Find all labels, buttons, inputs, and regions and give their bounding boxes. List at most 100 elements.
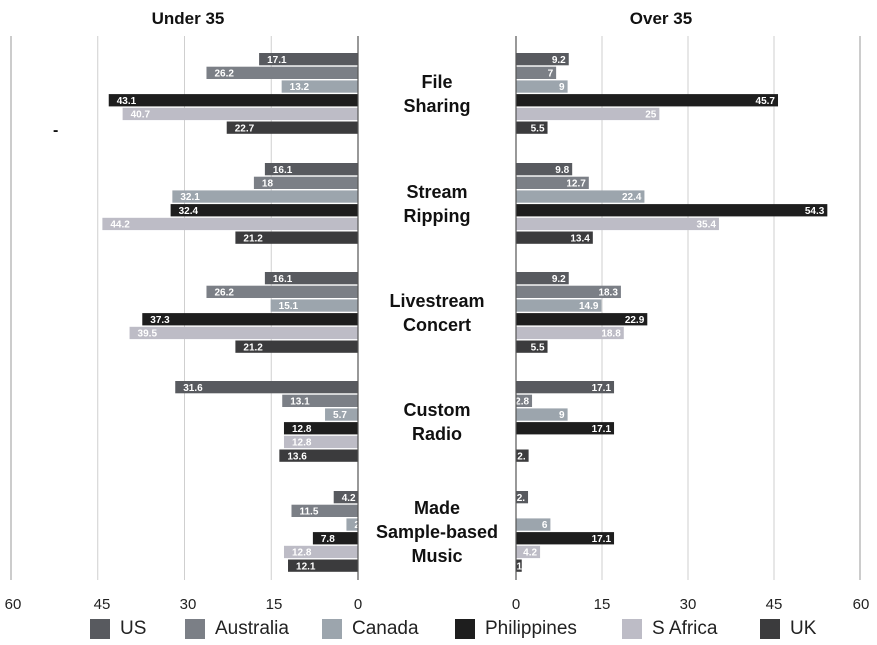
bar-label-under35: 13.2: [290, 82, 310, 93]
bar-under35: [206, 66, 358, 79]
bar-label-over35: 6: [542, 520, 548, 531]
bar-under35: [170, 204, 358, 217]
category-labels: File Sharing Stream Ripping Livestream Concer…: [376, 72, 498, 566]
bar-label-over35: 17.1: [592, 383, 612, 394]
tick-label-over35: 60: [853, 596, 870, 612]
bar-label-under35: 12.8: [292, 438, 312, 449]
bar-under35: [346, 518, 358, 531]
stray-mark: -: [53, 122, 59, 139]
bar-label-under35: 32.1: [180, 192, 200, 203]
panel-title-right: Over 35: [630, 9, 692, 28]
bar-label-under35: 11.5: [299, 507, 318, 518]
legend-item: Canada: [322, 618, 419, 640]
bar-under35: [175, 381, 358, 394]
legend-swatch: [322, 619, 342, 639]
bar-over35: [516, 94, 779, 107]
legend-item: Australia: [185, 618, 289, 640]
legend: US Australia Canada Philippines S Africa UK: [0, 618, 877, 644]
bar-label-under35: 31.6: [183, 383, 203, 394]
bar-over35: [516, 491, 529, 504]
bar-label-under35: 16.1: [273, 165, 293, 176]
bar-label-over35: 17.1: [592, 534, 612, 545]
bar-under35: [325, 408, 358, 421]
bar-label-over35: 17.1: [592, 424, 612, 435]
bar-label-under35: 21.2: [243, 233, 263, 244]
tick-label-under35: 0: [354, 596, 362, 612]
tick-label-under35: 45: [94, 596, 111, 612]
bar-over35: [516, 532, 615, 545]
bar-over35: [516, 231, 593, 244]
bar-over35: [516, 340, 548, 353]
bar-label-over35: 2.8: [515, 397, 529, 408]
bar-label-over35: 9: [559, 410, 565, 421]
tick-label-over35: 45: [766, 596, 783, 612]
legend-item: S Africa: [622, 618, 717, 640]
bar-under35: [291, 504, 358, 517]
category-label: Ripping: [404, 206, 471, 226]
bar-over35: [516, 518, 551, 531]
legend-label: Philippines: [485, 618, 577, 639]
tick-labels: 60 45 30 15 0 0 15 30 45 60: [5, 596, 870, 612]
bar-label-under35: 32.4: [179, 206, 199, 217]
bar-under35: [283, 422, 358, 435]
legend-label: Australia: [215, 618, 289, 639]
category-label: Stream: [406, 182, 467, 202]
bar-over35: [516, 326, 624, 340]
legend-swatch: [760, 619, 780, 639]
bar-label-over35: 45.7: [756, 96, 776, 107]
bar-over35: [516, 394, 533, 407]
bar-label-under35: 26.2: [214, 288, 234, 299]
legend-item: UK: [760, 618, 816, 640]
category-label: Radio: [412, 424, 462, 444]
category-label: File: [421, 72, 452, 92]
bar-label-under35: 16.1: [273, 274, 293, 285]
bar-over35: [516, 422, 615, 435]
panel-title-left: Under 35: [152, 9, 225, 28]
bar-label-over35: 9.2: [552, 55, 566, 66]
bar-under35: [281, 80, 358, 93]
bar-label-over35: 9.2: [552, 274, 566, 285]
bar-label-over35: 2.: [517, 493, 526, 504]
category-label: Concert: [403, 315, 471, 335]
legend-swatch: [455, 619, 475, 639]
bar-label-under35: 12.8: [292, 548, 312, 559]
bar-under35: [279, 449, 358, 462]
bar-label-over35: 5.5: [531, 342, 545, 353]
bar-label-under35: 21.2: [243, 342, 263, 353]
bar-label-over35: 54.3: [805, 206, 825, 217]
bar-label-under35: 13.1: [290, 397, 310, 408]
bar-label-over35: 18.3: [598, 288, 618, 299]
bar-label-over35: 1: [516, 561, 522, 572]
bar-over35: [516, 204, 828, 217]
bar-under35: [172, 190, 358, 203]
legend-label: UK: [790, 618, 817, 639]
bar-under35: [312, 532, 358, 545]
bar-over35: [516, 107, 660, 121]
bar-under35: [102, 217, 358, 231]
bar-label-over35: 18.8: [601, 329, 621, 340]
bar-under35: [264, 272, 358, 285]
bar-label-over35: 13.4: [570, 233, 590, 244]
bar-under35: [264, 163, 358, 176]
category-label: Sample-based: [376, 522, 498, 542]
bar-label-under35: 18: [262, 179, 274, 190]
bar-under35: [235, 340, 358, 353]
legend-swatch: [185, 619, 205, 639]
bar-under35: [283, 435, 358, 449]
bar-label-under35: 39.5: [138, 329, 158, 340]
bar-label-over35: 14.9: [579, 301, 599, 312]
bar-over35: [516, 449, 529, 462]
bar-over35: [516, 545, 541, 559]
bar-label-under35: 17.1: [267, 55, 287, 66]
legend-swatch: [622, 619, 642, 639]
bar-over35: [516, 176, 589, 189]
bar-label-under35: 13.6: [287, 451, 307, 462]
bar-over35: [516, 299, 602, 312]
tick-label-over35: 15: [594, 596, 611, 612]
bar-label-under35: 12.8: [292, 424, 312, 435]
bar-label-under35: 40.7: [131, 110, 151, 121]
legend-swatch: [90, 619, 110, 639]
bar-label-under35: 4.2: [342, 493, 356, 504]
bar-label-under35: 43.1: [117, 96, 137, 107]
bar-label-over35: 22.4: [622, 192, 642, 203]
